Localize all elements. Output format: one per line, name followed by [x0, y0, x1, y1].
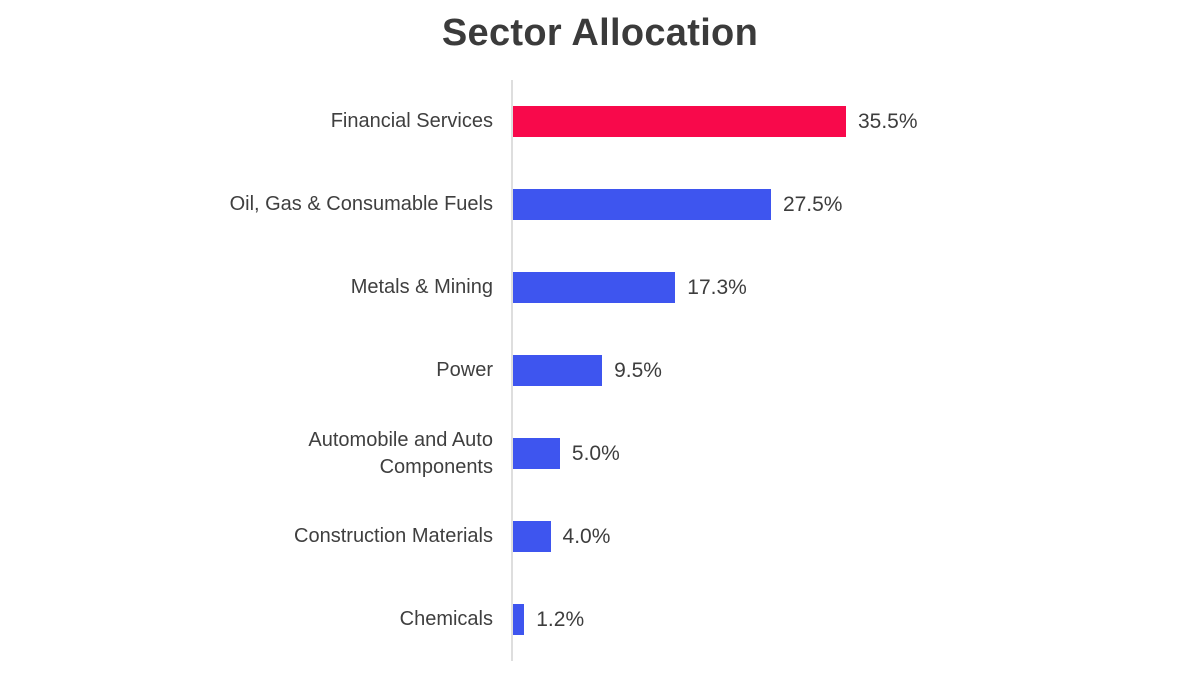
bar-track: 17.3%	[513, 246, 988, 329]
bar	[513, 189, 771, 220]
bar	[513, 106, 846, 137]
value-label: 27.5%	[782, 192, 843, 216]
bar-row: Power 9.5%	[228, 329, 988, 412]
bar-track: 9.5%	[513, 329, 988, 412]
category-label: Chemicals	[399, 608, 493, 630]
category-label: Construction Materials	[294, 525, 493, 547]
bar-row: Construction Materials 4.0%	[228, 495, 988, 578]
category-label: Financial Services	[330, 110, 493, 132]
value-label: 35.5%	[857, 109, 918, 133]
value-label: 5.0%	[571, 441, 620, 465]
bar-track: 27.5%	[513, 163, 988, 246]
bar	[513, 272, 676, 303]
bar	[513, 521, 551, 552]
bar	[513, 355, 603, 386]
y-axis-line	[511, 80, 513, 661]
bar-track: 1.2%	[513, 578, 988, 661]
value-label: 9.5%	[614, 358, 662, 382]
value-label: 4.0%	[562, 524, 611, 548]
bar-row: Oil, Gas & Consumable Fuels 27.5%	[228, 163, 988, 246]
bar-row: Financial Services 35.5%	[228, 80, 988, 163]
plot: Financial Services 35.5% Oil, Gas & Cons…	[228, 80, 988, 661]
chart-title: Sector Allocation	[441, 12, 759, 54]
bar-track: 35.5%	[513, 80, 988, 163]
category-label: Oil, Gas & Consumable Fuels	[229, 193, 493, 215]
bar-row: Chemicals 1.2%	[228, 578, 988, 661]
category-label: Power	[436, 359, 493, 381]
bar	[513, 438, 560, 469]
bar-track: 4.0%	[513, 495, 988, 578]
value-label: 1.2%	[536, 607, 585, 631]
category-label: Automobile and Auto Components	[308, 428, 493, 478]
value-label: 17.3%	[687, 275, 747, 299]
bar	[513, 604, 525, 635]
category-label: Metals & Mining	[350, 276, 493, 298]
bar-row: Automobile and Auto Components 5.0%	[228, 412, 988, 495]
bar-row: Metals & Mining 17.3%	[228, 246, 988, 329]
bar-track: 5.0%	[513, 412, 988, 495]
